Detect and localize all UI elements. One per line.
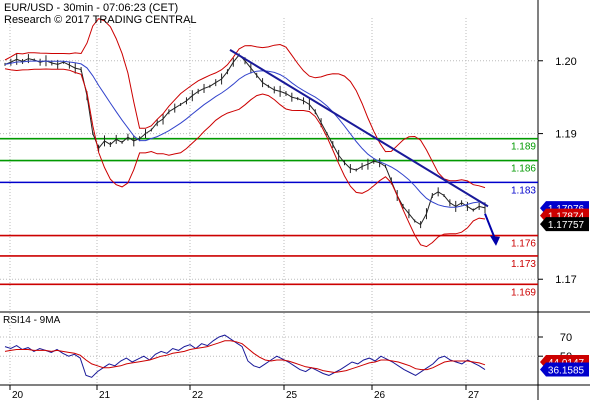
x-tick-label: 22	[192, 390, 204, 400]
resistance-trendline	[229, 48, 489, 208]
level-label: 1.176	[511, 239, 536, 250]
y-tick-label: 1.17	[555, 274, 576, 286]
level-label: 1.186	[511, 164, 536, 175]
level-label: 1.173	[511, 259, 536, 270]
x-tick-label: 20	[12, 390, 24, 400]
rsi-ma-line	[4, 340, 486, 374]
chart-title: EUR/USD - 30min - 07:06:23 (CET)	[4, 2, 179, 14]
level-label: 1.183	[511, 185, 536, 196]
level-label: 1.169	[511, 287, 536, 298]
x-tick-label: 21	[99, 390, 111, 400]
price-line	[4, 54, 486, 226]
y-tick-label: 1.19	[555, 129, 576, 141]
price-badge-label: 1.17757	[548, 220, 585, 231]
moving-average-line	[4, 60, 486, 208]
rsi-panel: RSI14 - 9MA705044.014736.1585	[0, 313, 590, 386]
upper-band-line	[4, 17, 486, 189]
rsi-line	[4, 334, 486, 378]
rsi-title: RSI14 - 9MA	[3, 315, 61, 326]
lower-band-line	[4, 68, 486, 248]
rsi-badge-label: 36.1585	[548, 365, 585, 376]
y-tick-label: 1.20	[555, 56, 576, 68]
rsi-badge	[540, 362, 589, 377]
x-tick-label: 27	[468, 390, 480, 400]
price-badge-label: 1.17874	[548, 212, 585, 223]
price-badge	[540, 217, 589, 232]
forecast-arrow-shaft	[484, 213, 496, 240]
rsi-y-tick-label: 70	[560, 332, 572, 344]
copyright-notice: Research © 2017 TRADING CENTRAL	[4, 14, 197, 26]
x-tick-label: 26	[374, 390, 386, 400]
x-tick-label: 25	[286, 390, 298, 400]
forecast-arrow-head	[490, 235, 500, 246]
level-label: 1.189	[511, 142, 536, 153]
time-axis: 20 21 22 25 26 27	[9, 385, 480, 400]
